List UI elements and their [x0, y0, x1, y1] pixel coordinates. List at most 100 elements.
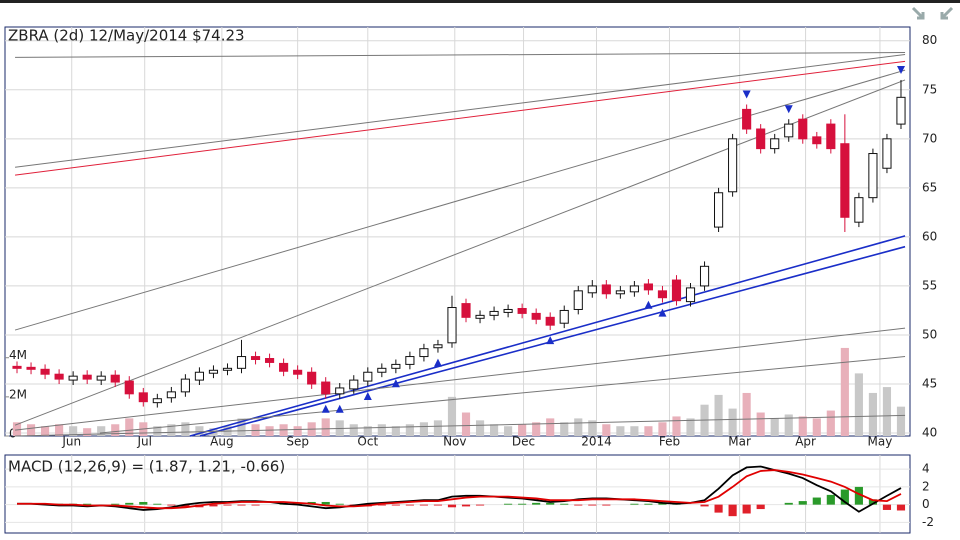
candle-body — [405, 356, 415, 365]
y-tick-label: 70 — [922, 131, 937, 145]
candle-body — [293, 369, 303, 375]
signal-up — [363, 391, 372, 400]
histogram-bar — [447, 504, 457, 508]
candle-body — [601, 284, 611, 295]
histogram-bar — [868, 499, 877, 505]
volume-bar — [672, 416, 681, 436]
candle-body — [826, 123, 836, 150]
histogram-bar — [461, 504, 471, 507]
histogram-bar — [405, 504, 414, 506]
x-tick-label: Apr — [795, 435, 816, 449]
candle-body — [573, 290, 583, 310]
candle-body — [531, 312, 541, 320]
volume-bar — [447, 396, 457, 436]
volume-bar — [26, 424, 36, 436]
histogram-bar — [840, 489, 849, 505]
candle-body — [12, 365, 22, 369]
volume-bar — [784, 414, 793, 436]
volume-bar — [153, 426, 162, 436]
signal-up — [644, 300, 653, 309]
histogram-bar — [391, 504, 400, 506]
y-tick-label: 80 — [922, 33, 937, 47]
y2-tick-label: 0 — [9, 427, 17, 441]
signal-up — [658, 308, 667, 317]
volume-bar — [349, 424, 358, 436]
candle-body — [236, 356, 247, 369]
volume-bar — [812, 418, 821, 436]
volume-bar — [167, 424, 176, 436]
trend-line — [14, 69, 906, 331]
volume-bar — [714, 394, 723, 436]
histogram-bar — [139, 501, 148, 505]
macd-panel — [4, 454, 911, 534]
candle-body — [770, 138, 780, 150]
candle-body — [685, 287, 696, 303]
price-panel — [4, 26, 911, 437]
candle-body — [279, 362, 289, 372]
volume-bar — [616, 426, 625, 436]
volume-bar — [433, 420, 443, 436]
histogram-bar — [896, 504, 906, 511]
histogram-bar — [602, 504, 611, 506]
x-tick-label: Jun — [61, 435, 81, 449]
histogram-bar — [630, 503, 639, 505]
candle-body — [840, 143, 850, 218]
candle-body — [447, 307, 457, 344]
candle-body — [349, 379, 359, 390]
histogram-bar — [588, 504, 597, 506]
trend-line — [14, 327, 906, 431]
volume-bar — [896, 406, 906, 436]
histogram-bar — [335, 503, 344, 505]
x-tick-label: Aug — [210, 435, 233, 449]
trend-line — [15, 52, 906, 58]
histogram-bar — [854, 486, 863, 505]
histogram-bar — [111, 503, 120, 505]
icon-arrow — [911, 6, 925, 20]
candle-body — [166, 391, 176, 399]
trend-line — [14, 60, 906, 176]
candle-body — [742, 108, 752, 130]
y-tick-label: 55 — [922, 278, 937, 292]
trend-line — [189, 235, 906, 437]
candle-body — [321, 381, 331, 395]
candle-body — [784, 123, 794, 138]
candle-body — [54, 373, 64, 380]
histogram-bar — [574, 504, 583, 506]
signal-down — [896, 65, 905, 74]
volume-bar — [840, 347, 849, 436]
histogram-bar — [251, 504, 260, 506]
candle-body — [615, 290, 625, 295]
volume-bar — [391, 426, 400, 436]
histogram-bar — [321, 501, 330, 505]
macd-title: MACD (12,26,9) = (1.87, 1.21, -0.66) — [8, 458, 285, 476]
histogram-bar — [377, 504, 386, 506]
volume-bar — [868, 392, 877, 436]
histogram-bar — [419, 504, 428, 506]
histogram-bar — [209, 504, 218, 507]
x-tick-label: 2014 — [581, 435, 612, 449]
histogram-bar — [237, 504, 246, 506]
histogram-bar — [812, 497, 821, 505]
trend-line — [14, 53, 906, 168]
volume-bar — [69, 426, 78, 436]
histogram-bar — [798, 501, 807, 505]
signal-down — [784, 105, 793, 114]
volume-bar — [363, 426, 372, 436]
volume-bar — [504, 426, 513, 436]
histogram-bar — [714, 504, 723, 513]
histogram-bar — [504, 503, 513, 505]
candle-body — [798, 118, 808, 140]
signal-down — [742, 90, 751, 99]
histogram-bar — [433, 504, 443, 506]
signal-up — [433, 358, 442, 367]
volume-bar — [574, 418, 583, 436]
candle-body — [96, 375, 106, 381]
x-tick-label: Nov — [443, 435, 466, 449]
x-tick-label: May — [868, 435, 893, 449]
y-tick-label: -2 — [922, 515, 934, 529]
volume-bar — [854, 373, 863, 436]
histogram-bar — [518, 503, 527, 505]
collapse-icon[interactable] — [911, 6, 954, 20]
candle-body — [335, 387, 345, 395]
